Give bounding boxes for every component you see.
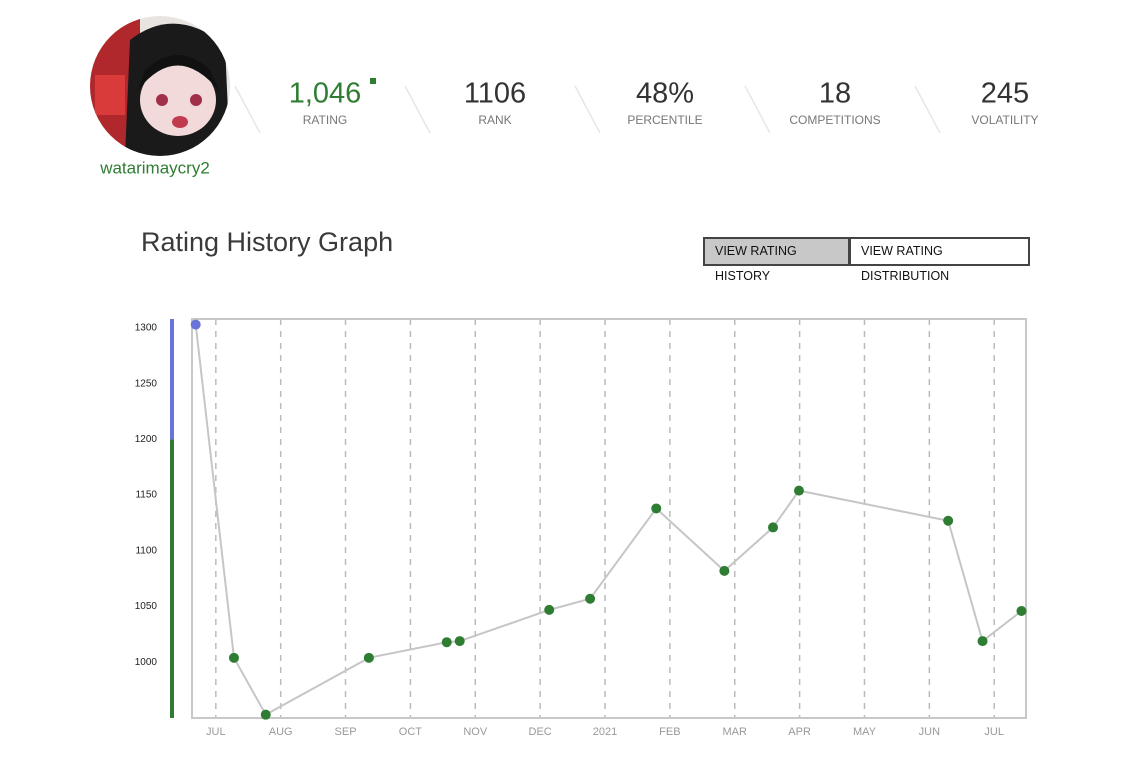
- stat-value: 48%: [636, 78, 694, 110]
- separator: [574, 85, 601, 134]
- separator: [744, 85, 771, 134]
- stat-label: COMPETITIONS: [789, 113, 880, 127]
- stat-label: VOLATILITY: [971, 113, 1038, 127]
- x-tick-label: APR: [788, 726, 811, 738]
- x-tick-label: JUN: [919, 726, 940, 738]
- x-tick-label: AUG: [269, 726, 293, 738]
- rating-badge: [370, 78, 376, 84]
- x-tick-label: 2021: [593, 726, 617, 738]
- stat-value: 1106: [464, 78, 526, 110]
- username: watarimaycry2: [99, 158, 210, 177]
- separator: [404, 85, 431, 134]
- stat-label: RANK: [478, 113, 511, 127]
- stat-value: 245: [981, 78, 1029, 110]
- rating-point: [768, 522, 779, 533]
- rating-line: [194, 324, 1023, 717]
- y-tick-label: 1300: [135, 323, 158, 334]
- rating-point: [454, 636, 465, 647]
- rating-point: [719, 565, 730, 576]
- stat-value: 18: [819, 78, 851, 110]
- rating-point: [651, 503, 662, 514]
- rating-point: [544, 604, 555, 615]
- avatar: [90, 16, 230, 156]
- separator: [234, 85, 261, 134]
- x-tick-label: JUL: [984, 726, 1004, 738]
- x-tick-label: MAY: [853, 726, 877, 738]
- rating-point: [585, 593, 596, 604]
- rating-point: [793, 485, 804, 496]
- x-tick-label: FEB: [659, 726, 680, 738]
- rating-point: [977, 636, 988, 647]
- rating-point: [441, 637, 452, 648]
- x-tick-label: SEP: [335, 726, 357, 738]
- rating-point: [260, 709, 271, 720]
- x-tick-label: JUL: [206, 726, 226, 738]
- rating-point: [363, 652, 374, 663]
- rating-band: [170, 439, 174, 718]
- x-tick-label: OCT: [399, 726, 423, 738]
- y-tick-label: 1150: [135, 490, 157, 501]
- stat-label: RATING: [303, 113, 347, 127]
- x-tick-label: DEC: [529, 726, 552, 738]
- x-tick-label: NOV: [463, 726, 488, 738]
- section-title: Rating History Graph: [141, 227, 393, 257]
- rating-point: [1016, 606, 1027, 617]
- stat-label: PERCENTILE: [627, 113, 702, 127]
- y-tick-label: 1250: [135, 378, 158, 389]
- separator: [914, 85, 941, 134]
- plot-border: [191, 318, 1027, 719]
- distribution-button[interactable]: VIEW RATING DISTRIBUTION: [849, 237, 1030, 283]
- rating-point: [943, 515, 954, 526]
- y-tick-label: 1000: [135, 657, 158, 668]
- y-tick-label: 1200: [135, 434, 158, 445]
- y-tick-label: 1050: [135, 601, 158, 612]
- x-tick-label: MAR: [723, 726, 748, 738]
- y-tick-label: 1100: [135, 545, 157, 556]
- rating-point: [190, 319, 201, 330]
- rating-point: [228, 652, 239, 663]
- stat-value: 1,046: [289, 78, 362, 110]
- rating-band: [170, 319, 174, 440]
- history-button[interactable]: VIEW RATING HISTORY: [703, 237, 850, 283]
